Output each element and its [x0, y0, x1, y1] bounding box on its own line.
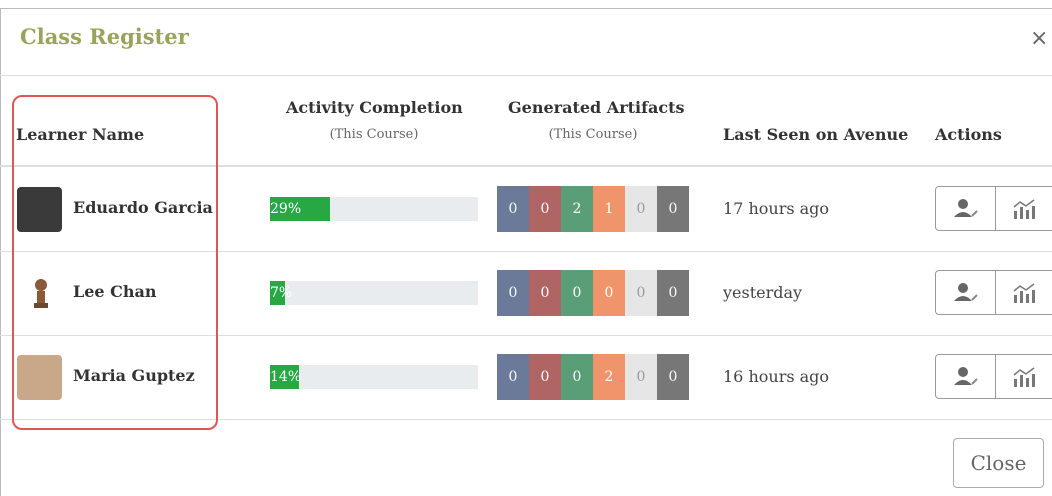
- user-edit-icon: [936, 187, 997, 232]
- artifact-count: 0: [657, 354, 689, 400]
- last-seen: yesterday: [723, 283, 802, 302]
- page: Class Register × Learner Name Activity C…: [0, 0, 1052, 496]
- artifact-count: 0: [625, 270, 657, 316]
- column-header: Activity Completion: [286, 98, 463, 117]
- artifact-count: 0: [529, 186, 561, 232]
- close-button[interactable]: Close: [953, 438, 1044, 488]
- profile-button[interactable]: [935, 354, 996, 399]
- progress-track: [270, 365, 478, 389]
- report-button[interactable]: [996, 186, 1052, 231]
- highlight-box: [12, 95, 218, 430]
- progress-bar: 14%: [270, 365, 299, 389]
- column-subheader: (This Course): [286, 127, 462, 142]
- modal-title: Class Register: [20, 24, 189, 49]
- artifact-count: 0: [561, 270, 593, 316]
- progress-bar: 7%: [270, 281, 285, 305]
- report-button[interactable]: [996, 354, 1052, 399]
- artifact-count: 0: [657, 270, 689, 316]
- column-subheader: (This Course): [508, 127, 678, 142]
- artifact-count: 2: [561, 186, 593, 232]
- stats-icon: [996, 355, 1052, 400]
- stats-icon: [996, 187, 1052, 232]
- column-header: Actions: [935, 125, 1002, 144]
- last-seen: 16 hours ago: [723, 367, 829, 386]
- artifact-count: 0: [657, 186, 689, 232]
- artifact-count: 0: [625, 186, 657, 232]
- divider: [0, 75, 1052, 76]
- stats-icon: [996, 271, 1052, 316]
- artifact-count: 0: [529, 270, 561, 316]
- report-button[interactable]: [996, 270, 1052, 315]
- artifact-count: 0: [529, 354, 561, 400]
- user-edit-icon: [936, 355, 997, 400]
- artifact-count: 1: [593, 186, 625, 232]
- artifact-count: 0: [625, 354, 657, 400]
- close-icon[interactable]: ×: [1030, 26, 1048, 51]
- column-header: Last Seen on Avenue: [723, 125, 908, 144]
- artifact-count: 0: [497, 270, 529, 316]
- artifact-count: 0: [497, 354, 529, 400]
- artifact-count: 2: [593, 354, 625, 400]
- user-edit-icon: [936, 271, 997, 316]
- last-seen: 17 hours ago: [723, 199, 829, 218]
- artifact-count: 0: [561, 354, 593, 400]
- progress-track: [270, 281, 478, 305]
- column-header: Generated Artifacts: [508, 98, 684, 117]
- profile-button[interactable]: [935, 186, 996, 231]
- artifact-count: 0: [593, 270, 625, 316]
- artifact-count: 0: [497, 186, 529, 232]
- progress-bar: 29%: [270, 197, 330, 221]
- profile-button[interactable]: [935, 270, 996, 315]
